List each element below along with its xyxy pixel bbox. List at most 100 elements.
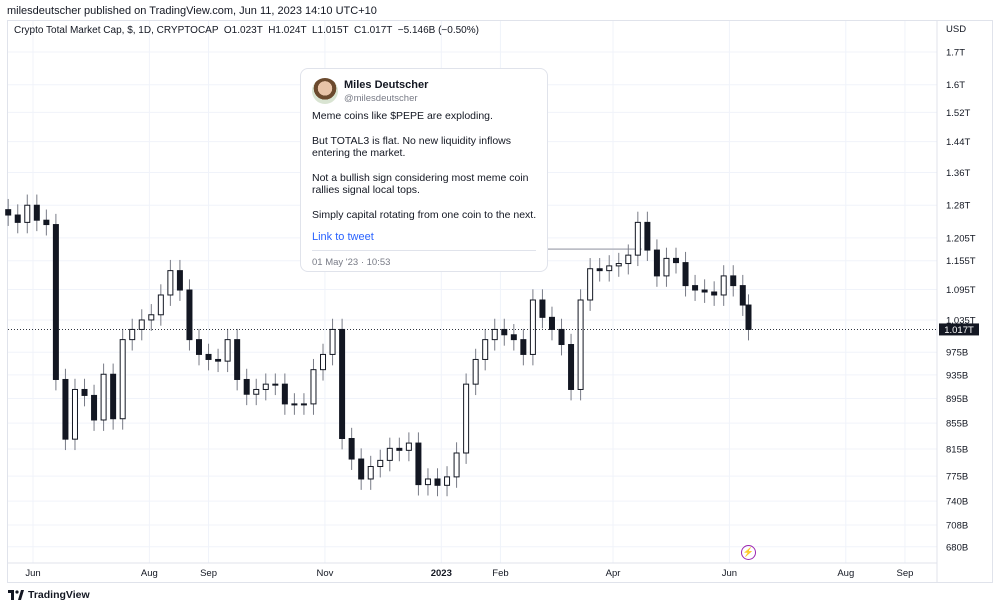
candle	[682, 262, 689, 287]
candle	[577, 299, 584, 390]
tweet-card: Miles Deutscher @milesdeutscher Meme coi…	[300, 68, 548, 272]
candle	[52, 224, 59, 380]
publisher-line: milesdeutscher published on TradingView.…	[7, 5, 377, 17]
y-tick-label: 1.7T	[946, 48, 965, 59]
y-tick-label: 935B	[946, 370, 968, 381]
y-tick-label: 1.28T	[946, 201, 970, 212]
candle	[291, 403, 298, 406]
tweet-paragraph: But TOTAL3 is flat. No new liquidity inf…	[312, 134, 512, 160]
tradingview-logo[interactable]: TradingView	[8, 589, 90, 601]
candle	[587, 268, 594, 301]
x-tick-label: Aug	[141, 568, 158, 579]
candle	[625, 254, 632, 265]
last-price-label-bg	[939, 323, 979, 336]
chart-frame	[7, 20, 993, 583]
candle	[272, 383, 279, 386]
candle	[396, 447, 403, 451]
candle	[672, 257, 679, 264]
tweet-date: 01 May '23 · 10:53	[312, 257, 391, 268]
candle	[482, 339, 489, 360]
candle	[692, 285, 699, 291]
tweet-paragraph: Meme coins like $PEPE are exploding.	[312, 110, 493, 122]
candle	[548, 316, 555, 330]
candle	[615, 263, 622, 267]
candle	[434, 478, 441, 486]
candle	[386, 447, 393, 461]
candle	[634, 221, 641, 256]
candle	[320, 353, 327, 371]
tweet-link[interactable]: Link to tweet	[312, 231, 374, 243]
candle	[606, 265, 613, 272]
candle	[720, 275, 727, 296]
y-tick-label: 708B	[946, 521, 968, 532]
candle	[501, 328, 508, 336]
divider	[312, 250, 536, 251]
candle	[5, 209, 12, 216]
candle	[358, 458, 365, 480]
candle	[491, 328, 498, 341]
candle	[653, 249, 660, 277]
ohlc-change: −5.146B (−0.50%)	[397, 25, 479, 36]
candle	[329, 328, 336, 355]
candle	[186, 289, 193, 341]
y-tick-label: 975B	[946, 348, 968, 359]
tweet-body: Meme coins like $PEPE are exploding. But…	[312, 110, 542, 233]
y-tick-label: 775B	[946, 472, 968, 483]
y-tick-label: 680B	[946, 542, 968, 553]
x-tick-label: Apr	[606, 568, 621, 579]
candle	[243, 378, 250, 395]
candle	[234, 339, 241, 380]
candle	[33, 204, 40, 221]
y-tick-label: 815B	[946, 445, 968, 456]
candle	[472, 358, 479, 385]
y-tick-label: 1.52T	[946, 108, 970, 119]
symbol-legend: Crypto Total Market Cap, $, 1D, CRYPTOCA…	[14, 25, 479, 36]
y-tick-label: 1.205T	[946, 233, 976, 244]
avatar	[312, 78, 338, 104]
candle	[81, 388, 88, 396]
candle	[453, 452, 460, 478]
candle	[596, 268, 603, 272]
x-tick-label: Sep	[200, 568, 217, 579]
candle	[377, 459, 384, 468]
y-tick-label: 1.44T	[946, 137, 970, 148]
ohlc-open: O1.023T	[223, 25, 263, 36]
x-tick-label: Jun	[722, 568, 737, 579]
lightning-icon[interactable]: ⚡	[741, 545, 756, 560]
currency-label: USD	[946, 24, 966, 35]
candle	[157, 294, 164, 316]
tweet-paragraph: Not a bullish sign considering most meme…	[312, 171, 529, 197]
candle	[215, 358, 222, 362]
candle	[701, 289, 708, 293]
candle	[91, 394, 98, 421]
x-tick-label: Aug	[837, 568, 854, 579]
ohlc-high: H1.024T	[268, 25, 307, 36]
y-tick-label: 1.6T	[946, 80, 965, 91]
candle	[663, 257, 670, 277]
logo-text: TradingView	[28, 589, 90, 601]
y-tick-label: 740B	[946, 497, 968, 508]
tweet-author-name: Miles Deutscher	[344, 79, 429, 91]
candle	[176, 270, 183, 291]
candle	[529, 299, 536, 355]
candle	[444, 476, 451, 486]
candle	[71, 388, 78, 440]
tweet-author-handle: @milesdeutscher	[344, 93, 418, 104]
y-tick-label: 1.095T	[946, 285, 976, 296]
last-price-label: 1.017T	[944, 325, 974, 336]
candle	[148, 314, 155, 321]
tweet-paragraph: Simply capital rotating from one coin to…	[312, 208, 537, 221]
candle	[167, 270, 174, 296]
candle	[205, 353, 212, 360]
y-tick-label: 855B	[946, 419, 968, 430]
candle	[110, 373, 117, 420]
candle	[730, 275, 737, 287]
candle	[281, 383, 288, 405]
candle	[224, 339, 231, 362]
candle	[129, 328, 136, 341]
candle	[739, 285, 746, 306]
candle	[424, 478, 431, 486]
x-tick-label: Nov	[316, 568, 333, 579]
candle	[520, 339, 527, 355]
